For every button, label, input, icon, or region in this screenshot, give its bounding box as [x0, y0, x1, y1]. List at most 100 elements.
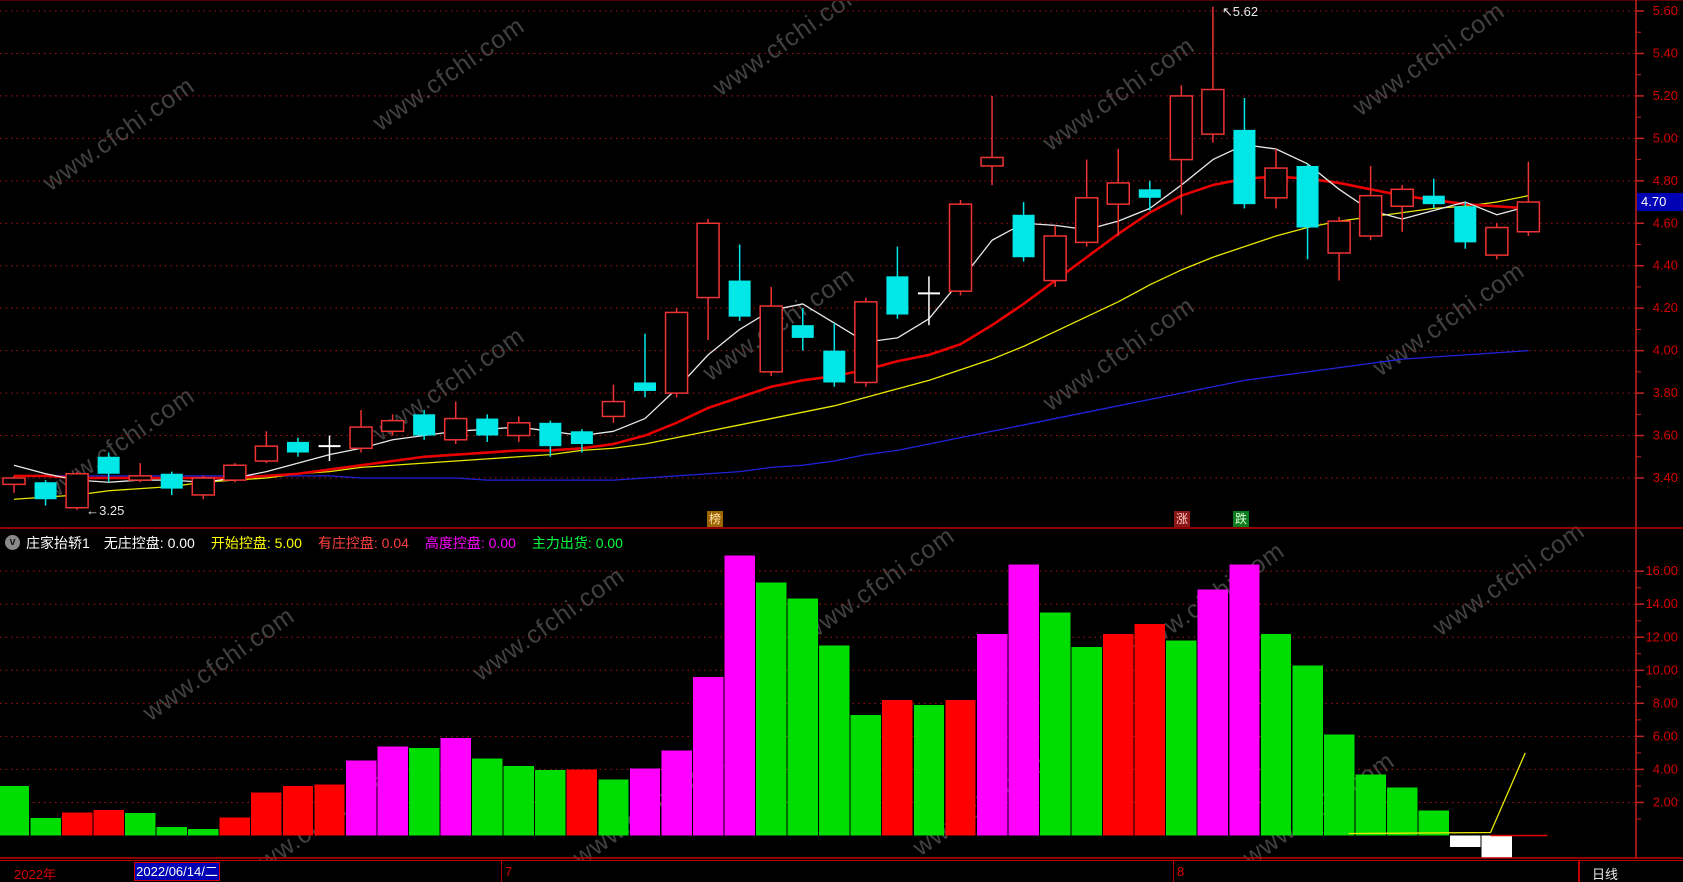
- indicator-bar[interactable]: [1071, 647, 1102, 836]
- indicator-bar[interactable]: [976, 633, 1008, 836]
- indicator-bar[interactable]: [945, 700, 976, 836]
- indicator-bar[interactable]: [566, 769, 598, 836]
- candle[interactable]: [65, 471, 89, 510]
- candle[interactable]: [854, 297, 878, 387]
- candle[interactable]: [380, 414, 405, 436]
- indicator-bar[interactable]: [61, 812, 93, 836]
- chart-marker-bang[interactable]: 榜: [707, 511, 723, 527]
- indicator-bar[interactable]: [1039, 612, 1071, 836]
- candle[interactable]: [413, 410, 436, 440]
- candle[interactable]: [886, 246, 909, 319]
- indicator-bars-layer[interactable]: [0, 555, 1513, 859]
- candle[interactable]: [191, 475, 216, 500]
- indicator-bar[interactable]: [787, 598, 818, 836]
- indicator-bar[interactable]: [1134, 624, 1165, 836]
- candle[interactable]: [97, 452, 120, 483]
- candle[interactable]: [1233, 98, 1256, 209]
- indicator-bar[interactable]: [1323, 734, 1355, 836]
- candle[interactable]: [1485, 223, 1509, 260]
- indicator-bar[interactable]: [503, 766, 534, 836]
- candle[interactable]: [634, 333, 656, 398]
- candle[interactable]: [223, 463, 247, 483]
- price-chart-panel[interactable]: 5.60 5.40 5.20 5.00 4.80 4.60 4.40 4.20 4.00 3.80…: [0, 0, 1683, 529]
- candle[interactable]: [1454, 202, 1477, 249]
- indicator-bar[interactable]: [1387, 787, 1418, 836]
- indicator-bar[interactable]: [440, 738, 471, 836]
- candle[interactable]: [539, 420, 562, 457]
- indicator-bar[interactable]: [377, 746, 408, 836]
- candle[interactable]: [1074, 159, 1099, 247]
- indicator-bar[interactable]: [756, 582, 787, 836]
- indicator-name[interactable]: 庄家抬轿1: [26, 534, 90, 551]
- indicator-bar[interactable]: [93, 809, 124, 836]
- date-box[interactable]: 2022/06/14/二: [134, 862, 220, 881]
- candle[interactable]: [601, 384, 626, 423]
- candle[interactable]: [791, 308, 814, 351]
- candle[interactable]: [1390, 185, 1414, 232]
- candle[interactable]: [570, 429, 593, 453]
- candle[interactable]: [1296, 163, 1319, 260]
- indicator-bar[interactable]: [125, 813, 156, 836]
- indicator-bar[interactable]: [1450, 835, 1481, 848]
- candle[interactable]: [349, 410, 373, 453]
- indicator-bar[interactable]: [692, 676, 724, 836]
- candle[interactable]: [507, 416, 531, 442]
- candle[interactable]: [160, 471, 183, 495]
- candle[interactable]: [1043, 225, 1067, 287]
- candle[interactable]: [128, 463, 152, 483]
- indicator-bar[interactable]: [1418, 810, 1449, 836]
- candle[interactable]: [1358, 165, 1383, 241]
- candle[interactable]: [664, 308, 689, 398]
- candle[interactable]: [443, 401, 468, 445]
- candle[interactable]: [696, 219, 720, 341]
- indicator-bar[interactable]: [1103, 633, 1134, 836]
- period-label[interactable]: 日线: [1592, 867, 1619, 882]
- candle[interactable]: [1327, 216, 1351, 281]
- chevron-down-circle-icon[interactable]: v: [5, 535, 20, 550]
- indicator-bar[interactable]: [850, 714, 882, 836]
- indicator-bar[interactable]: [629, 768, 661, 836]
- candle[interactable]: [948, 199, 973, 296]
- indicator-bar[interactable]: [1292, 665, 1323, 836]
- indicator-chart-panel[interactable]: 16.00 14.00 12.00 10.00 8.00 6.00 4.00 2.00: [0, 529, 1683, 859]
- candle[interactable]: [917, 276, 940, 326]
- candle[interactable]: [980, 95, 1004, 186]
- candle[interactable]: [728, 244, 751, 321]
- indicator-bar[interactable]: [535, 770, 566, 836]
- candle[interactable]: [2, 475, 26, 493]
- candle[interactable]: [318, 435, 341, 462]
- candle[interactable]: [1201, 6, 1225, 143]
- indicator-bar[interactable]: [314, 784, 345, 836]
- indicator-bar[interactable]: [819, 645, 850, 836]
- indicator-bar[interactable]: [251, 792, 282, 836]
- indicator-bar[interactable]: [1355, 774, 1386, 836]
- chart-marker-die[interactable]: 跌: [1233, 511, 1249, 527]
- candle[interactable]: [1106, 148, 1130, 237]
- indicator-bar[interactable]: [30, 818, 61, 836]
- indicator-bar[interactable]: [1166, 640, 1197, 836]
- indicator-bar[interactable]: [1229, 564, 1260, 836]
- candle[interactable]: [1012, 202, 1035, 262]
- indicator-bar[interactable]: [156, 827, 187, 836]
- candle[interactable]: [759, 286, 783, 377]
- indicator-bar[interactable]: [882, 700, 913, 836]
- candle[interactable]: [476, 414, 499, 442]
- candle[interactable]: [1422, 178, 1445, 209]
- indicator-bar[interactable]: [345, 760, 377, 836]
- indicator-bar[interactable]: [1481, 835, 1513, 859]
- indicator-bar[interactable]: [0, 785, 30, 836]
- chart-marker-zhang[interactable]: 涨: [1174, 511, 1190, 527]
- candle[interactable]: [34, 480, 57, 506]
- indicator-bar[interactable]: [1197, 589, 1229, 836]
- indicator-bar[interactable]: [219, 817, 251, 836]
- candle[interactable]: [1264, 148, 1288, 209]
- candle[interactable]: [1138, 180, 1161, 211]
- indicator-bar[interactable]: [598, 779, 629, 836]
- candle[interactable]: [823, 323, 846, 387]
- indicator-bar[interactable]: [282, 785, 314, 836]
- indicator-bar[interactable]: [472, 758, 503, 836]
- indicator-bar[interactable]: [913, 704, 945, 836]
- indicator-bar[interactable]: [724, 555, 755, 836]
- indicator-bar[interactable]: [188, 828, 219, 836]
- indicator-bar[interactable]: [661, 750, 692, 836]
